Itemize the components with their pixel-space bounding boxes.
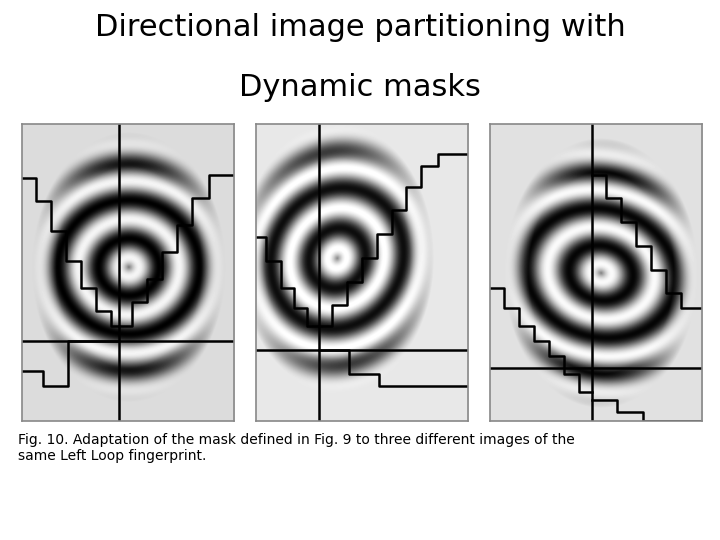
Text: Fig. 10. Adaptation of the mask defined in Fig. 9 to three different images of t: Fig. 10. Adaptation of the mask defined …: [18, 433, 575, 463]
Text: Directional image partitioning with: Directional image partitioning with: [94, 14, 626, 43]
Text: Dynamic masks: Dynamic masks: [239, 73, 481, 102]
